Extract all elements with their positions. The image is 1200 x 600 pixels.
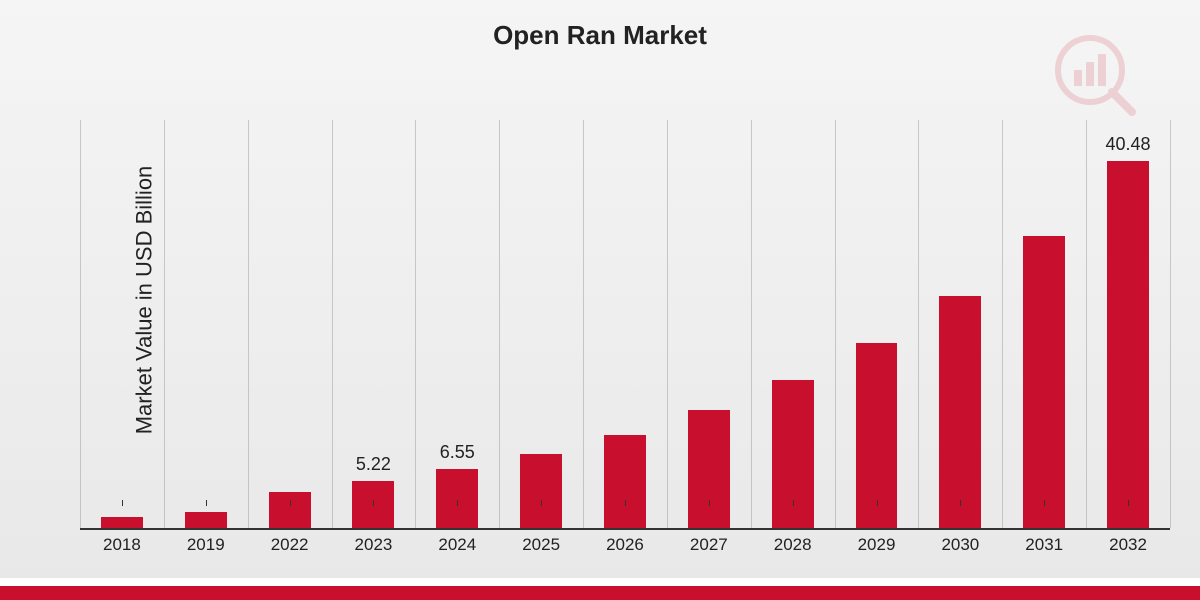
gridline bbox=[667, 120, 668, 528]
bar: 40.48 bbox=[1107, 161, 1149, 528]
gridline bbox=[80, 120, 81, 528]
x-axis-tick: 2028 bbox=[751, 535, 835, 565]
bar-slot bbox=[918, 120, 1002, 528]
chart-title: Open Ran Market bbox=[0, 20, 1200, 51]
bar-slot bbox=[1002, 120, 1086, 528]
gridline bbox=[751, 120, 752, 528]
gridline bbox=[918, 120, 919, 528]
x-axis-tick: 2026 bbox=[583, 535, 667, 565]
gridline bbox=[1170, 120, 1171, 528]
bar-slot bbox=[499, 120, 583, 528]
bar-slot: 5.22 bbox=[332, 120, 416, 528]
x-axis-tick: 2030 bbox=[918, 535, 1002, 565]
gridline bbox=[499, 120, 500, 528]
x-axis-tick: 2032 bbox=[1086, 535, 1170, 565]
x-axis-tick: 2018 bbox=[80, 535, 164, 565]
gridline bbox=[583, 120, 584, 528]
bar-slot bbox=[667, 120, 751, 528]
x-axis-tick: 2027 bbox=[667, 535, 751, 565]
gridline bbox=[415, 120, 416, 528]
x-axis-tick: 2025 bbox=[499, 535, 583, 565]
bar-value-label: 5.22 bbox=[356, 454, 391, 475]
bar bbox=[939, 296, 981, 528]
bar bbox=[1023, 236, 1065, 528]
x-axis-tick: 2031 bbox=[1002, 535, 1086, 565]
footer-stripe bbox=[0, 578, 1200, 600]
logo-watermark bbox=[1050, 30, 1140, 125]
footer-stripe-white bbox=[0, 578, 1200, 586]
bars-layer: 5.22 6.55 40.48 bbox=[80, 120, 1170, 528]
gridline bbox=[248, 120, 249, 528]
bar-slot bbox=[248, 120, 332, 528]
bar-value-label: 40.48 bbox=[1106, 134, 1151, 155]
bar-slot bbox=[164, 120, 248, 528]
x-axis-tick: 2024 bbox=[415, 535, 499, 565]
bar: 6.55 bbox=[436, 469, 478, 528]
footer-stripe-red bbox=[0, 586, 1200, 600]
bar-slot: 40.48 bbox=[1086, 120, 1170, 528]
bar-slot bbox=[80, 120, 164, 528]
x-axis-tick: 2022 bbox=[248, 535, 332, 565]
bar bbox=[604, 435, 646, 528]
bar-slot bbox=[751, 120, 835, 528]
plot-area: 5.22 6.55 40.48 bbox=[80, 120, 1170, 530]
gridline bbox=[1086, 120, 1087, 528]
x-axis: 2018201920222023202420252026202720282029… bbox=[80, 535, 1170, 565]
bar bbox=[101, 517, 143, 528]
gridline bbox=[1002, 120, 1003, 528]
bar-slot bbox=[583, 120, 667, 528]
chart-container: Open Ran Market Market Value in USD Bill… bbox=[0, 0, 1200, 600]
bar bbox=[520, 454, 562, 528]
bar-slot bbox=[835, 120, 919, 528]
x-axis-tick: 2019 bbox=[164, 535, 248, 565]
gridline bbox=[164, 120, 165, 528]
bar-slot: 6.55 bbox=[415, 120, 499, 528]
gridline bbox=[332, 120, 333, 528]
bar-value-label: 6.55 bbox=[440, 442, 475, 463]
x-axis-tick: 2023 bbox=[332, 535, 416, 565]
bar bbox=[688, 410, 730, 528]
gridline bbox=[835, 120, 836, 528]
bar bbox=[269, 492, 311, 528]
bar bbox=[185, 512, 227, 528]
x-axis-tick: 2029 bbox=[835, 535, 919, 565]
